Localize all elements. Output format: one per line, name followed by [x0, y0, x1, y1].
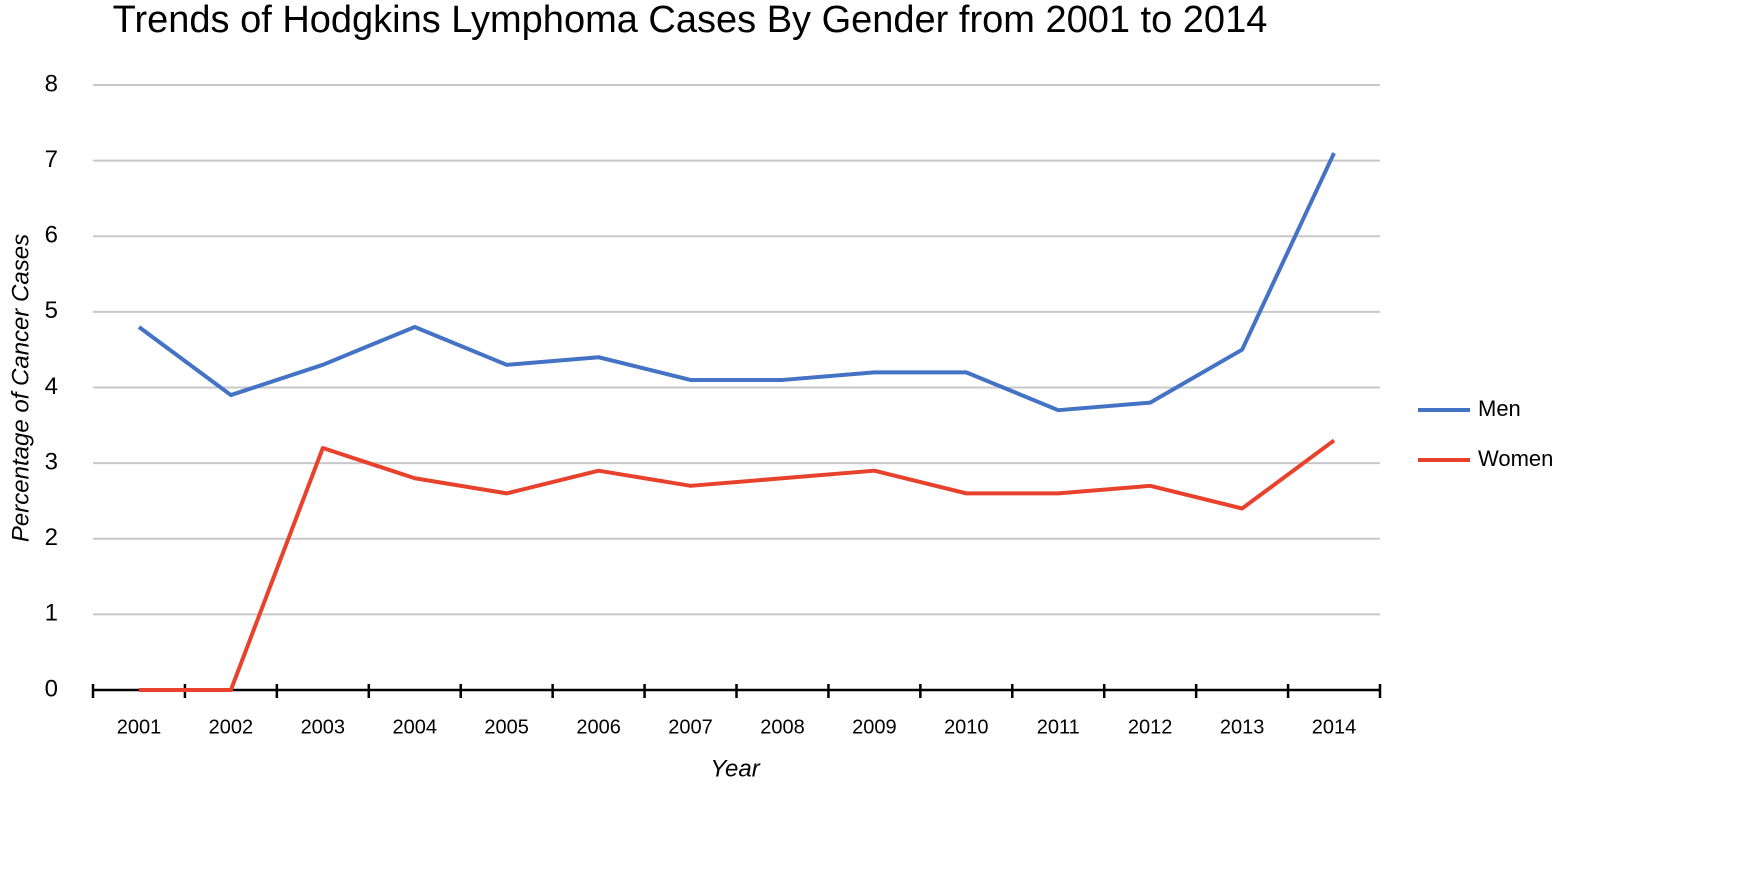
- y-tick-label: 6: [45, 222, 58, 249]
- x-tick-label: 2007: [668, 716, 713, 738]
- y-axis-title: Percentage of Cancer Cases: [7, 234, 34, 542]
- y-tick-label: 2: [45, 524, 58, 551]
- x-axis-title: Year: [710, 755, 760, 782]
- x-tick-label: 2003: [301, 716, 346, 738]
- x-tick-label: 2008: [760, 716, 805, 738]
- x-tick-label: 2014: [1312, 716, 1357, 738]
- y-tick-label: 5: [45, 297, 58, 324]
- x-tick-label: 2010: [944, 716, 989, 738]
- y-tick-label: 0: [45, 675, 58, 702]
- x-tick-label: 2013: [1220, 716, 1265, 738]
- legend-label: Men: [1478, 396, 1521, 421]
- series-line: [138, 438, 1336, 692]
- x-tick-label: 2009: [852, 716, 897, 738]
- x-tick-label: 2011: [1037, 716, 1080, 738]
- legend-label: Women: [1478, 446, 1553, 471]
- y-tick-label: 7: [45, 146, 58, 173]
- series-line: [137, 152, 1336, 413]
- x-tick-label: 2012: [1128, 716, 1173, 738]
- x-tick-label: 2006: [576, 716, 621, 738]
- y-tick-label: 8: [45, 70, 58, 97]
- x-tick-label: 2001: [117, 716, 162, 738]
- x-tick-label: 2005: [484, 716, 529, 738]
- y-tick-label: 1: [45, 600, 58, 627]
- x-tick-label: 2002: [209, 716, 254, 738]
- y-tick-label: 4: [45, 373, 58, 400]
- chart-title: Trends of Hodgkins Lymphoma Cases By Gen…: [113, 0, 1268, 41]
- x-tick-label: 2004: [393, 716, 438, 738]
- y-tick-label: 3: [45, 448, 58, 475]
